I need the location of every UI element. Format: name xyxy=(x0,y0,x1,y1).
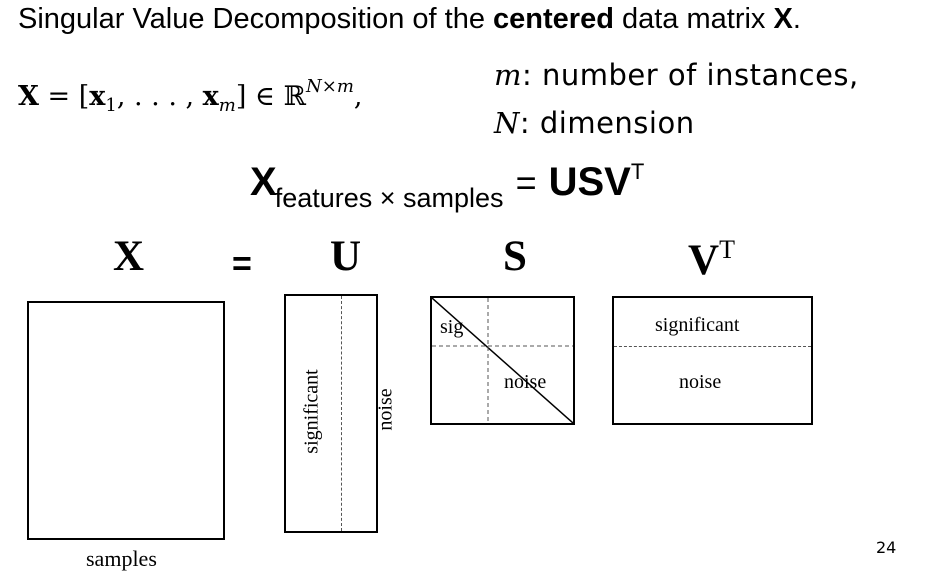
math-sub-m: m xyxy=(218,95,236,116)
caption-samples: samples xyxy=(86,546,157,571)
svd-lhs: X xyxy=(250,160,277,204)
title-emphasis-x: X xyxy=(773,3,793,35)
s-noise-label: noise xyxy=(504,371,547,393)
svd-transpose: T xyxy=(630,159,645,184)
title-text: Singular Value Decomposition of the xyxy=(18,3,494,35)
vt-noise-label: noise xyxy=(679,371,722,393)
symbol-m: m xyxy=(494,58,522,92)
label-v: V xyxy=(688,237,720,284)
definition-m: m: number of instances, xyxy=(494,58,859,92)
definition-m-text: : number of instances, xyxy=(522,58,859,92)
label-v-transpose: T xyxy=(719,235,735,264)
slide-title: Singular Value Decomposition of the cent… xyxy=(18,3,801,36)
title-period: . xyxy=(792,3,801,35)
svd-subscript: features × samples xyxy=(274,183,504,213)
math-eq-open: = [ xyxy=(38,81,90,112)
definition-n-text: : dimension xyxy=(519,106,695,140)
matrix-x-box xyxy=(27,301,225,540)
label-u: U xyxy=(330,233,362,280)
s-sig-label: sig xyxy=(440,316,464,338)
label-x: X xyxy=(113,233,145,280)
svd-equals: = xyxy=(515,162,537,203)
matrix-vt-divider xyxy=(614,346,811,347)
vt-significant-label: significant xyxy=(655,314,740,336)
math-comma: , xyxy=(353,81,363,112)
label-s: S xyxy=(503,233,527,280)
matrix-s-box xyxy=(430,296,575,425)
math-x: X xyxy=(18,81,39,112)
matrix-u-divider xyxy=(341,296,342,531)
title-emphasis-centered: centered xyxy=(493,3,614,35)
math-x1: x xyxy=(89,81,106,112)
matrix-s-lines xyxy=(432,298,573,423)
svd-equation: Xfeatures × samples = USVT xyxy=(250,159,645,213)
matrix-vt-box xyxy=(612,296,813,425)
s-diagonal xyxy=(432,298,573,423)
math-sub-1: 1 xyxy=(105,95,117,116)
page-number: 24 xyxy=(876,538,897,557)
symbol-n: N xyxy=(494,106,520,140)
label-equals: = xyxy=(232,245,252,283)
matrix-u-box xyxy=(284,294,378,533)
u-significant-label: significant xyxy=(300,369,323,454)
math-xm: x xyxy=(202,81,219,112)
definition-n: N: dimension xyxy=(494,106,695,140)
math-dims: N×m xyxy=(305,76,354,97)
math-element-of-r: ] ∈ ℝ xyxy=(235,81,306,112)
svd-rhs: USV xyxy=(548,160,631,204)
label-vt: VT xyxy=(688,235,735,285)
u-noise-label: noise xyxy=(374,388,397,431)
title-text-2: data matrix xyxy=(613,3,774,35)
math-dots: , . . . , xyxy=(116,81,203,112)
matrix-definition: X = [x1, . . . , xm] ∈ ℝN×m, xyxy=(18,76,362,116)
